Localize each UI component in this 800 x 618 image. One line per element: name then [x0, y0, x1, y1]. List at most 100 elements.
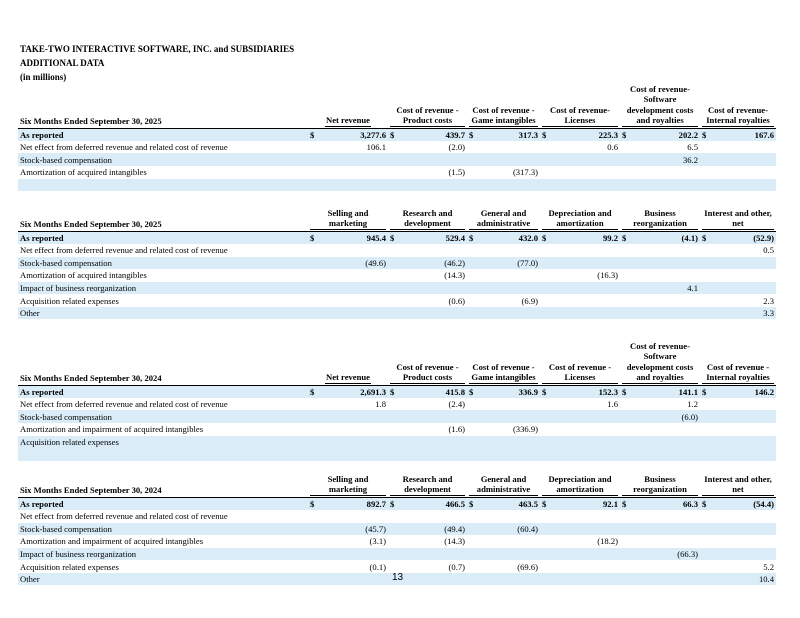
value-cell — [388, 510, 467, 523]
value-cell: (14.3) — [444, 270, 465, 281]
value-text: 146.2 — [754, 386, 774, 397]
value-cell — [620, 448, 700, 461]
column-heading-label: Interest and other, net — [702, 474, 774, 496]
column-heading-label: General and administrative — [469, 208, 538, 230]
value-cell — [700, 166, 776, 179]
period-heading: Six Months Ended September 30, 2024 — [20, 485, 162, 496]
value-cell: (0.1) — [369, 561, 386, 572]
value-cell — [540, 410, 620, 423]
value-cell — [620, 179, 700, 192]
value-cell — [388, 179, 467, 192]
row-label: Stock-based compensation — [20, 154, 112, 165]
table-row: Acquisition related expenses — [18, 435, 776, 449]
value-cell: 106.1 — [366, 142, 386, 153]
table-row: Net effect from deferred revenue and rel… — [18, 141, 776, 154]
value-cell: $317.3 — [467, 128, 540, 141]
value-cell: 0.6 — [607, 142, 618, 153]
column-heading: Selling and marketing — [308, 208, 388, 231]
value-cell: (1.6) — [448, 424, 465, 435]
value-cell — [620, 294, 700, 307]
value-cell — [700, 448, 776, 461]
value-cell: $225.3 — [540, 128, 620, 141]
value-cell: 5.2 — [763, 561, 774, 572]
table-row — [18, 178, 776, 192]
value-cell: 1.6 — [607, 399, 618, 410]
value-cell — [540, 153, 620, 166]
value-cell — [308, 269, 388, 282]
row-label: As reported — [20, 498, 64, 509]
value-cell — [388, 244, 467, 257]
financial-table: Six Months Ended September 30, 2025 Net r… — [18, 84, 776, 192]
column-heading: Cost of revenue- Software development co… — [620, 341, 700, 385]
value-cell — [620, 535, 700, 548]
value-cell: $3,277.6 — [308, 128, 388, 141]
row-label: Net effect from deferred revenue and rel… — [20, 399, 228, 410]
column-heading-label: Selling and marketing — [310, 208, 386, 230]
value-cell — [620, 510, 700, 523]
value-cell: (46.2) — [444, 257, 465, 268]
row-label: Other — [20, 308, 40, 319]
currency-symbol: $ — [542, 232, 547, 243]
value-cell — [620, 573, 700, 586]
row-label: Acquisition related expenses — [20, 436, 119, 447]
value-cell — [467, 398, 540, 411]
column-heading: General and administrative — [467, 208, 540, 231]
value-cell — [540, 244, 620, 257]
column-heading: Net revenue — [308, 341, 388, 385]
value-cell — [467, 244, 540, 257]
value-cell — [308, 423, 388, 436]
row-label: Net effect from deferred revenue and rel… — [20, 511, 228, 522]
value-cell — [308, 294, 388, 307]
row-label — [18, 179, 308, 192]
header-row: Six Months Ended September 30, 2024 Net r… — [18, 341, 776, 386]
value-cell: $141.1 — [620, 385, 700, 398]
value-cell: $892.7 — [308, 497, 388, 510]
value-cell: (66.3) — [677, 548, 698, 559]
value-cell: (60.4) — [517, 523, 538, 534]
value-cell — [620, 523, 700, 536]
currency-symbol: $ — [469, 498, 474, 509]
value-text: (54.4) — [753, 498, 774, 509]
column-heading: Cost of revenue - Internal royalties — [700, 341, 776, 385]
currency-symbol: $ — [390, 498, 395, 509]
currency-symbol: $ — [390, 232, 395, 243]
column-heading: Research and development — [388, 474, 467, 497]
header-row: Six Months Ended September 30, 2024 Selli… — [18, 474, 776, 498]
value-cell: (3.1) — [369, 536, 386, 547]
column-heading-label: Cost of revenue- Internal royalties — [702, 105, 774, 127]
value-text: 141.1 — [678, 386, 698, 397]
value-cell — [388, 153, 467, 166]
value-cell: 3.3 — [763, 308, 774, 319]
value-cell — [388, 282, 467, 295]
value-cell: $ (54.4) — [700, 497, 776, 510]
value-cell: 1.8 — [375, 399, 386, 410]
financial-table: Six Months Ended September 30, 2024 Selli… — [18, 474, 776, 586]
table-row: As reported $3,277.6 $439.7 $317.3 $225.3 $20… — [18, 128, 776, 141]
value-cell — [700, 257, 776, 270]
value-cell — [620, 423, 700, 436]
row-label — [18, 448, 308, 461]
value-text: 945.4 — [366, 232, 386, 243]
table-row: Amortization and impairment of acquired … — [18, 535, 776, 548]
value-cell — [308, 510, 388, 523]
table-row: Net effect from deferred revenue and rel… — [18, 244, 776, 257]
currency-symbol: $ — [702, 498, 707, 509]
currency-symbol: $ — [310, 498, 315, 509]
column-heading: Depreciation and amortization — [540, 208, 620, 231]
value-cell — [308, 573, 388, 586]
value-text: 529.4 — [445, 232, 465, 243]
value-cell: $529.4 — [388, 231, 467, 244]
value-cell: 10.4 — [758, 574, 774, 585]
row-label: Impact of business reorganization — [20, 548, 137, 559]
value-cell: (49.6) — [365, 257, 386, 268]
value-cell — [308, 153, 388, 166]
row-label: Other — [20, 574, 40, 585]
value-cell: $336.9 — [467, 385, 540, 398]
value-cell — [308, 179, 388, 192]
row-label: As reported — [20, 129, 64, 140]
value-cell — [388, 548, 467, 561]
column-heading-label: Cost of revenue- Software development co… — [622, 84, 698, 127]
column-heading-label: Selling and marketing — [310, 474, 386, 496]
value-cell — [700, 282, 776, 295]
value-cell: $ (52.9) — [700, 231, 776, 244]
